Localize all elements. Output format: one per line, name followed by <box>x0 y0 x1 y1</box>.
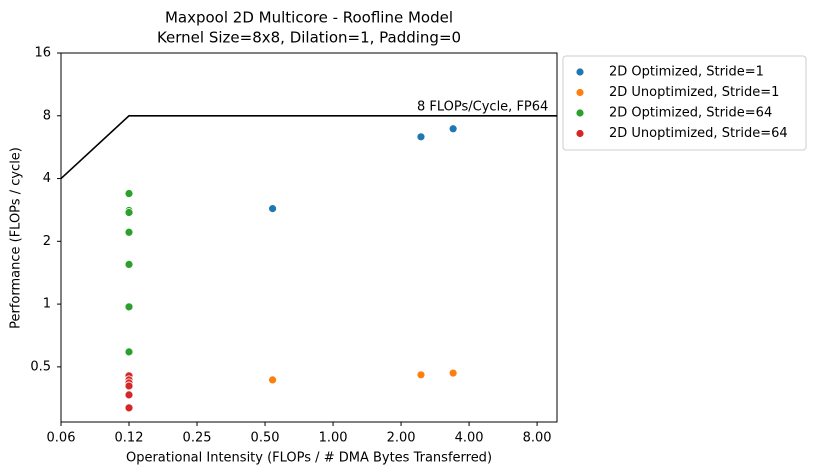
legend-marker <box>575 67 585 77</box>
legend-label: 2D Optimized, Stride=64 <box>609 106 772 121</box>
legend-marker <box>575 129 585 138</box>
x-tick-label: 4.00 <box>455 431 484 446</box>
legend-label: 2D Optimized, Stride=1 <box>609 65 764 80</box>
y-tick-label: 1 <box>43 297 51 312</box>
x-tick-label: 0.25 <box>183 431 212 446</box>
point <box>448 368 458 378</box>
legend-marker <box>575 108 585 118</box>
point <box>416 370 426 380</box>
point <box>124 403 134 413</box>
chart-subtitle: Kernel Size=8x8, Dilation=1, Padding=0 <box>157 29 461 47</box>
plot-frame <box>60 52 558 423</box>
x-tick-label: 0.12 <box>115 431 144 446</box>
point <box>124 227 134 237</box>
legend-box <box>562 55 807 151</box>
y-tick-label: 0.5 <box>30 359 51 374</box>
x-tick-label: 8.00 <box>523 431 552 446</box>
y-tick-label: 4 <box>43 171 51 186</box>
point <box>124 390 134 400</box>
point <box>124 260 134 269</box>
roofline-label: 8 FLOPs/Cycle, FP64 <box>417 99 548 114</box>
x-tick-label: 0.50 <box>251 431 280 446</box>
point <box>416 132 426 142</box>
x-tick-label: 0.06 <box>47 431 76 446</box>
point <box>268 204 277 214</box>
point <box>124 302 134 312</box>
y-tick-label: 8 <box>43 108 51 123</box>
legend-label: 2D Unoptimized, Stride=1 <box>609 85 779 100</box>
roofline <box>61 114 557 180</box>
point <box>124 381 134 391</box>
chart-title: Maxpool 2D Multicore - Roofline Model <box>165 9 453 27</box>
y-axis-label: Performance (FLOPs / cycle) <box>9 147 24 329</box>
point <box>268 375 277 385</box>
point <box>124 208 134 217</box>
y-tick-label: 16 <box>34 46 51 61</box>
point <box>124 189 134 198</box>
x-tick-label: 1.00 <box>319 431 348 446</box>
x-tick-label: 2.00 <box>387 431 416 446</box>
x-axis-label: Operational Intensity (FLOPs / # DMA Byt… <box>126 451 492 466</box>
legend-label: 2D Unoptimized, Stride=64 <box>609 126 788 141</box>
y-tick-label: 2 <box>43 234 51 249</box>
legend-marker <box>575 88 585 97</box>
point <box>124 347 134 357</box>
point <box>448 124 458 134</box>
